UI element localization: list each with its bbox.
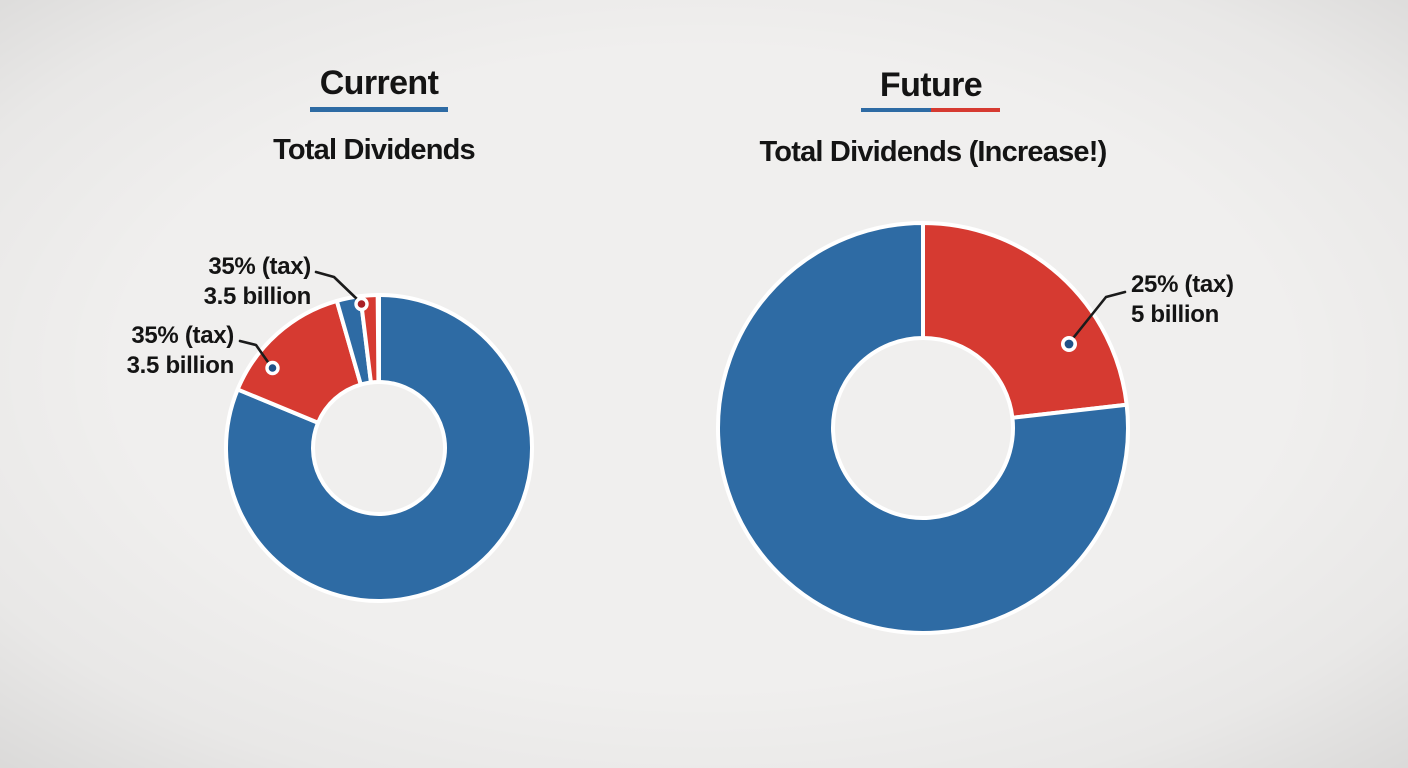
title-underline-future — [861, 108, 1000, 112]
annotation-line: 3.5 billion — [203, 283, 312, 310]
annotation-line: 35% (tax) — [131, 322, 234, 349]
slice-current-tax-slice — [235, 298, 363, 425]
donut-future — [715, 221, 1130, 635]
donut-current — [224, 293, 534, 603]
chart-subtitle-current: Total Dividends — [273, 134, 476, 166]
marker-dot-core-current-1 — [268, 364, 277, 372]
leader-line-current-1 — [238, 339, 272, 367]
annotation-label-current-0: 35% (tax) 3.5 billion — [203, 252, 312, 312]
annotation-line: 5 billion — [1131, 301, 1219, 328]
slice-current-dividends-remainder — [224, 293, 534, 603]
annotation-line: 3.5 billion — [126, 352, 235, 379]
annotation-line: 35% (tax) — [208, 253, 311, 280]
chart-subtitle-future: Total Dividends (Increase!) — [759, 136, 1108, 168]
chart-title-current: Current — [319, 64, 439, 102]
annotation-label-future-0: 25% (tax) 5 billion — [1131, 270, 1234, 330]
annotation-line: 25% (tax) — [1131, 271, 1234, 298]
slice-current-thin-red-sliver — [358, 293, 381, 385]
underline-segment-red — [931, 108, 1000, 112]
marker-dot-core-current-0 — [357, 300, 366, 308]
slice-future-tax-slice — [921, 221, 1129, 420]
underline-segment-blue — [310, 107, 448, 112]
leader-line-future-0 — [1068, 290, 1127, 344]
chart-title-future: Future — [879, 66, 983, 104]
slice-future-dividends-remainder — [715, 221, 1130, 635]
leader-line-current-0 — [314, 270, 361, 303]
annotation-label-current-1: 35% (tax) 3.5 billion — [126, 321, 235, 381]
marker-dot-core-future-0 — [1064, 339, 1074, 349]
underline-segment-blue — [861, 108, 931, 112]
title-underline-current — [310, 107, 448, 112]
